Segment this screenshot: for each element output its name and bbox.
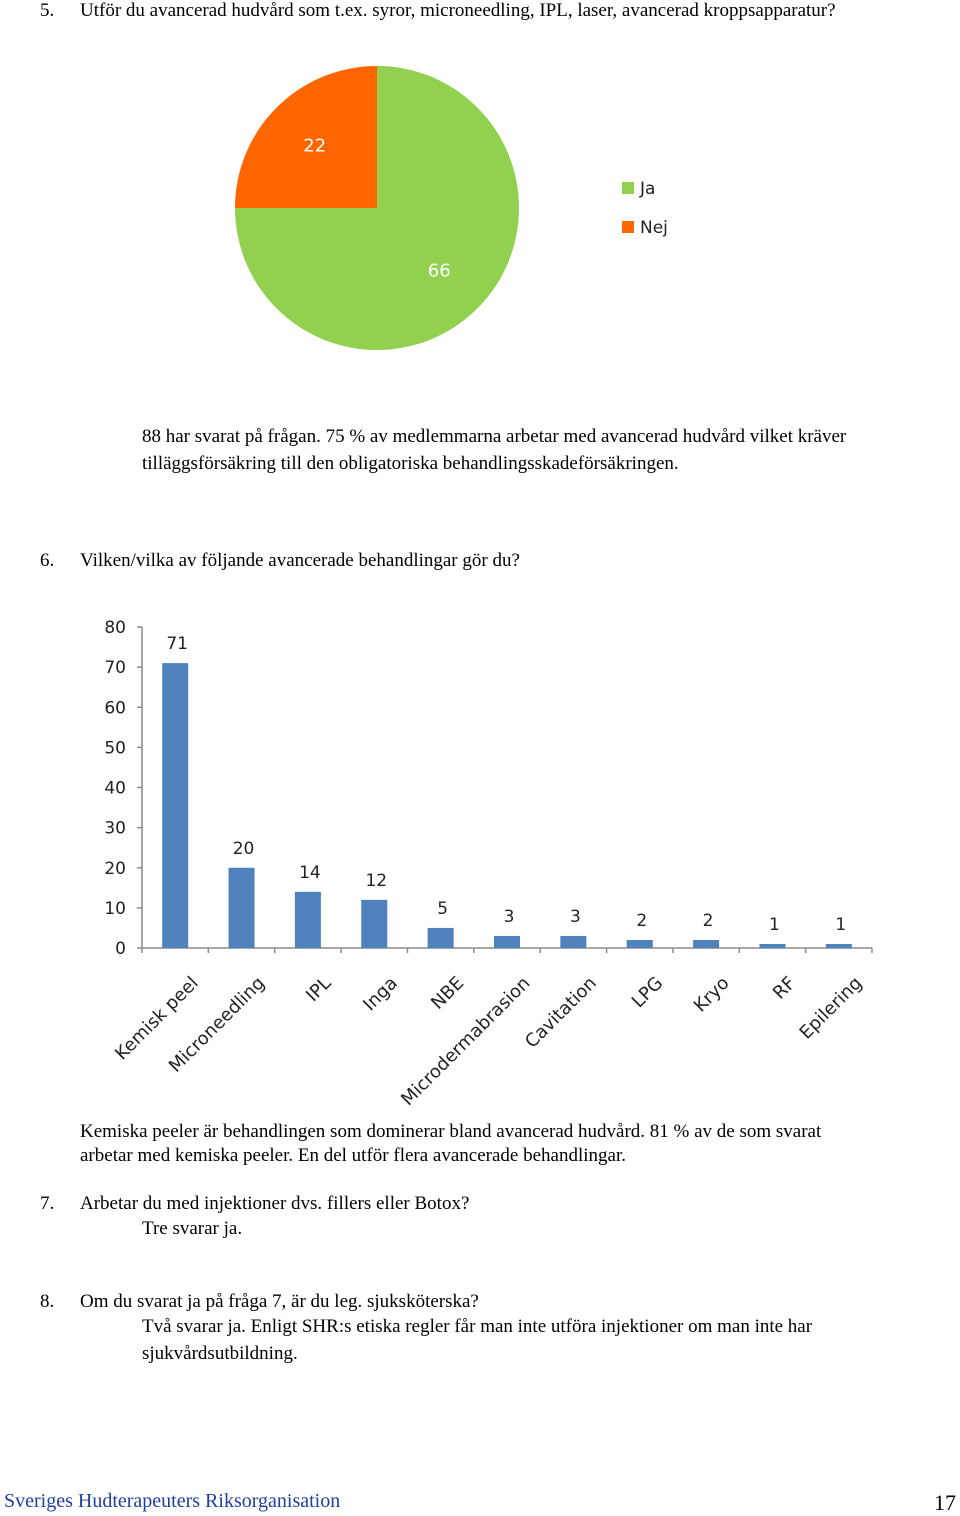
bar-value-label: 14	[299, 863, 321, 883]
bar-cavitation	[560, 935, 587, 948]
bar-value-labels: 71 20 14 12 5 3 3 2 2 1 1	[166, 634, 846, 935]
bar-value-label: 20	[233, 839, 255, 859]
y-tick-label: 0	[115, 939, 126, 959]
x-tick-label: Epilering	[796, 973, 867, 1044]
x-tick-label: Kryo	[690, 973, 734, 1017]
bar-rf	[759, 943, 786, 948]
bar-microneedling	[228, 867, 255, 948]
legend-swatch-ja	[622, 182, 634, 194]
y-tick-label: 10	[104, 899, 126, 919]
question-8-answer-line-1: Två svarar ja. Enligt SHR:s etiska regle…	[142, 1316, 813, 1337]
bar-value-label: 3	[570, 907, 581, 927]
q5-answer-line-2: tilläggsförsäkring till den obligatorisk…	[142, 453, 679, 474]
question-7-text: Arbetar du med injektioner dvs. fillers …	[80, 1193, 470, 1214]
footer-organization: Sveriges Hudterapeuters Riksorganisation	[4, 1490, 341, 1512]
question-7-number: 7.	[40, 1193, 55, 1214]
question-8-answer-line-2: sjukvårdsutbildning.	[142, 1343, 298, 1364]
bar-value-label: 1	[769, 915, 780, 935]
bar-value-label: 12	[365, 871, 387, 891]
y-tick-label: 60	[104, 698, 126, 718]
bar-microdermabrasion	[494, 935, 520, 948]
bars	[162, 663, 852, 948]
question-number: 5.	[40, 0, 55, 21]
bar-inga	[361, 899, 388, 948]
q6-answer-line-1: Kemiska peeler är behandlingen som domin…	[80, 1121, 822, 1142]
bar-nbe	[427, 927, 454, 948]
x-tick-label: RF	[769, 973, 800, 1004]
y-tick-label: 70	[104, 658, 126, 678]
bar-value-label: 5	[437, 899, 448, 919]
legend-label-ja: Ja	[639, 179, 655, 199]
q6-answer-line-2: arbetar med kemiska peeler. En del utför…	[80, 1145, 626, 1166]
question-8-text: Om du svarat ja på fråga 7, är du leg. s…	[80, 1291, 479, 1312]
bar-value-label: 2	[636, 911, 647, 931]
x-tick-label: Cavitation	[521, 973, 601, 1053]
y-axis-ticks: 0 10 20 30 40 50 60 70 80	[104, 618, 142, 959]
x-tick-label: LPG	[628, 973, 667, 1012]
page-number: 17	[934, 1490, 956, 1515]
pie-value-label: 22	[303, 136, 326, 157]
pie-slice-nej	[235, 66, 377, 208]
question-8-number: 8.	[40, 1291, 55, 1312]
question-5: 5. Utför du avancerad hudvård som t.ex. …	[0, 0, 960, 24]
y-tick-label: 20	[104, 859, 126, 879]
y-tick-label: 30	[104, 819, 126, 839]
bar-value-label: 2	[703, 911, 714, 931]
pie-chart: 66 22 Ja Nej	[235, 66, 668, 350]
pie-legend: Ja Nej	[622, 179, 668, 238]
bar-value-label: 3	[504, 907, 515, 927]
y-tick-label: 40	[104, 779, 126, 799]
pie-value-label: 66	[428, 260, 451, 281]
pie-labels: 66 22	[303, 136, 450, 282]
bar-kryo	[693, 939, 720, 948]
x-tick-label: Inga	[359, 973, 402, 1016]
y-tick-label: 50	[104, 738, 126, 758]
bar-epilering	[825, 943, 852, 948]
question-7-answer: Tre svarar ja.	[142, 1218, 243, 1239]
y-tick-label: 80	[104, 618, 126, 638]
bar-kemisk-peel	[162, 663, 189, 948]
pie-slices	[235, 66, 519, 350]
x-tick-label: IPL	[302, 973, 335, 1006]
question-6-text: Vilken/vilka av följande avancerade beha…	[80, 550, 520, 571]
bar-value-label: 71	[166, 634, 188, 654]
bar-lpg	[626, 939, 653, 948]
bar-ipl	[294, 891, 321, 948]
question-6-number: 6.	[40, 550, 55, 571]
bar-value-label: 1	[835, 915, 846, 935]
x-tick-label: NBE	[427, 973, 468, 1014]
legend-swatch-nej	[622, 221, 634, 233]
x-tick-label: Microdermabrasion	[397, 973, 534, 1110]
legend-label-nej: Nej	[640, 218, 668, 238]
q5-answer-line-1: 88 har svarat på frågan. 75 % av medlemm…	[142, 426, 847, 447]
question-text: Utför du avancerad hudvård som t.ex. syr…	[80, 0, 836, 21]
